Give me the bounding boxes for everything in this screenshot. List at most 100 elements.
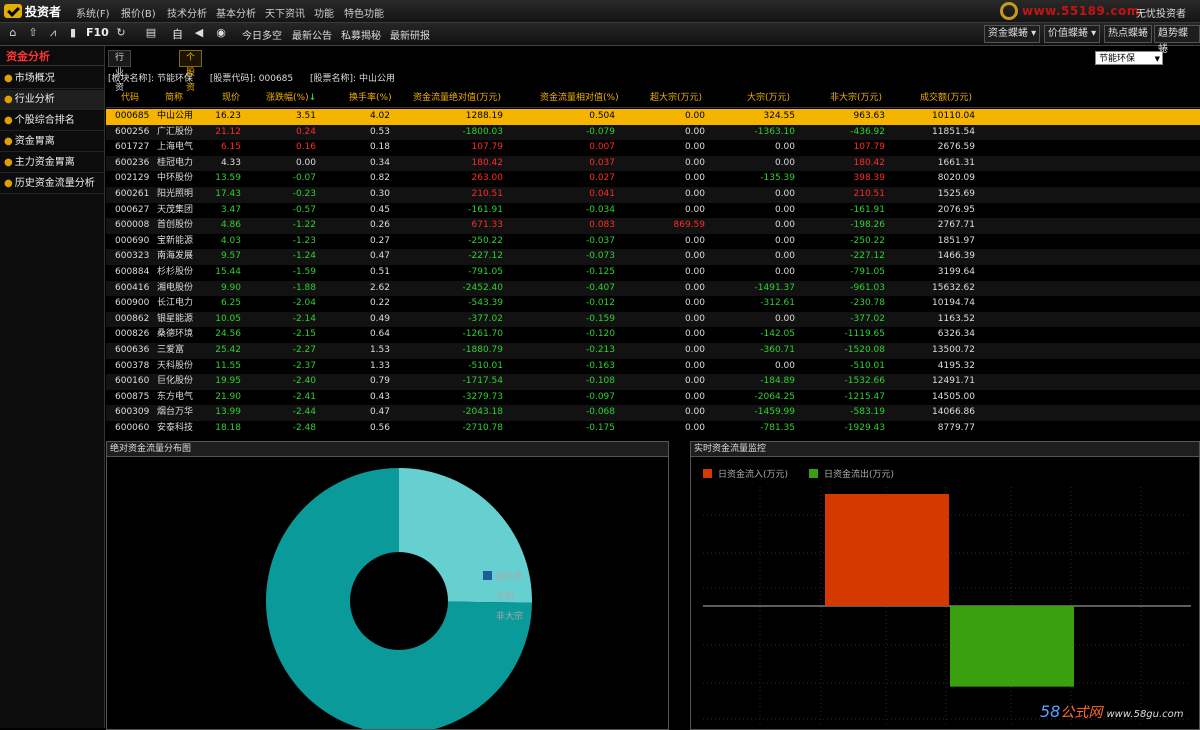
table-row[interactable]: 600256 广汇股份 21.12 0.24 0.53 -1800.03 -0.079 0.0… <box>106 124 1200 141</box>
cell-non-block: -791.05 <box>850 267 885 277</box>
table-row[interactable]: 600236 桂冠电力 4.33 0.00 0.34 180.42 0.037 0.00 0.0… <box>106 155 1200 172</box>
table-row[interactable]: 600636 三爱富 25.42 -2.27 1.53 -1880.79 -0.213 0.0… <box>106 343 1200 359</box>
up-arrow-icon[interactable]: ⇧ <box>28 26 38 39</box>
table-row[interactable]: 600261 阳光照明 17.43 -0.23 0.30 210.51 0.041 0.00 0… <box>106 187 1200 203</box>
sound-icon[interactable]: ◀ <box>194 26 204 39</box>
cell-name: 桂冠电力 <box>157 157 194 168</box>
cell-price: 10.05 <box>215 313 241 324</box>
home-icon[interactable]: ⌂ <box>9 26 17 39</box>
header-code[interactable]: 代码 <box>121 93 140 103</box>
self-select-button[interactable]: 自 <box>172 28 183 41</box>
tab-industry-capital-flow[interactable]: 行业资金流量 <box>108 50 132 138</box>
table-row[interactable]: 600060 安泰科技 18.18 -2.48 0.56 -2710.78 -0.175 0.… <box>106 421 1200 435</box>
trend-icon[interactable]: ⩘ <box>49 26 57 39</box>
header-change-pct[interactable]: 涨跌幅(%)↓ <box>266 91 316 106</box>
table-row[interactable]: 000685 中山公用 16.23 3.51 4.02 1288.19 0.504 0.00 3… <box>106 109 1200 125</box>
tab-stock-capital-flow-detail[interactable]: 个股资金流量明细 <box>179 50 203 168</box>
table-row[interactable]: 000862 银星能源 10.05 -2.14 0.49 -377.02 -0.159 0.0… <box>106 311 1200 328</box>
link-today-bull-bear[interactable]: 今日多空 <box>242 31 282 42</box>
cell-flow-abs: 210.51 <box>471 189 504 199</box>
cell-flow-abs: -250.22 <box>468 235 503 246</box>
cell-price: 6.25 <box>220 298 241 309</box>
header-flow-abs[interactable]: 资金流量绝对值(万元) <box>413 93 502 103</box>
menu-news[interactable]: 天下资讯 <box>265 9 305 20</box>
cell-code: 600323 <box>115 251 150 262</box>
cell-flow-abs: -1717.54 <box>462 376 503 387</box>
legend-label-2: 非大宗 <box>496 610 523 622</box>
bar-panel-title: 实时资金流量监控 <box>691 442 1199 457</box>
cell-volume: 14066.86 <box>932 407 975 418</box>
list-icon[interactable]: ▤ <box>145 26 157 39</box>
link-private-equity[interactable]: 私募揭秘 <box>341 31 381 42</box>
sector-label: [板块名称]: <box>108 74 155 84</box>
table-row[interactable]: 600378 天科股份 11.55 -2.37 1.33 -510.01 -0.163 0.0… <box>106 358 1200 375</box>
table-row[interactable]: 600900 长江电力 6.25 -2.04 0.22 -543.39 -0.012 0.00… <box>106 296 1200 312</box>
app-name: 投资者 <box>25 4 62 19</box>
sidebar-item-history-capital-flow[interactable]: ● 历史资金流量分析 <box>0 174 104 194</box>
table-row[interactable]: 600309 烟台万华 13.99 -2.44 0.47 -2043.18 -0.068 0.… <box>106 405 1200 421</box>
link-latest-announcements[interactable]: 最新公告 <box>292 31 332 42</box>
cell-change: -0.57 <box>292 204 316 215</box>
cell-block: -1459.99 <box>754 407 795 418</box>
sidebar-item-capital-divergence[interactable]: ● 资金胃离 <box>0 132 104 152</box>
bar-icon[interactable]: ▮ <box>69 26 77 39</box>
cell-change: -2.14 <box>292 313 316 324</box>
cell-block: -360.71 <box>760 345 795 355</box>
table-row[interactable]: 000627 天茂集团 3.47 -0.57 0.45 -161.91 -0.034 0.00… <box>106 202 1200 219</box>
hotspot-spiral-button[interactable]: 热点蝶蜷 <box>1104 25 1152 43</box>
cell-price: 9.90 <box>220 282 241 293</box>
header-flow-rel[interactable]: 资金流量相对值(%) <box>540 93 619 103</box>
menu-functions[interactable]: 功能 <box>314 9 334 20</box>
table-row[interactable]: 601727 上海电气 6.15 0.16 0.18 107.79 0.007 0.00 0.0… <box>106 140 1200 156</box>
header-volume[interactable]: 成交额(万元) <box>920 93 973 103</box>
link-latest-research[interactable]: 最新研报 <box>390 31 430 42</box>
cell-price: 19.95 <box>215 376 241 387</box>
header-name[interactable]: 简称 <box>165 93 184 103</box>
f10-button[interactable]: F10 <box>86 26 109 39</box>
refresh-icon[interactable]: ↻ <box>116 26 126 39</box>
menu-special-functions[interactable]: 特色功能 <box>344 9 384 20</box>
cell-flow-abs: -543.39 <box>468 298 503 309</box>
header-super-block[interactable]: 超大宗(万元) <box>650 93 703 103</box>
menu-fundamental-analysis[interactable]: 基本分析 <box>216 9 256 20</box>
trend-spiral-button[interactable]: 趋势蝶蜷 <box>1154 25 1200 55</box>
cell-non-block: -198.26 <box>850 220 885 231</box>
table-row[interactable]: 600323 南海发展 9.57 -1.24 0.47 -227.12 -0.073 0.00… <box>106 249 1200 265</box>
header-block[interactable]: 大宗(万元) <box>747 93 791 103</box>
cell-flow-rel: -0.037 <box>585 235 615 246</box>
header-turnover[interactable]: 换手率(%) <box>349 93 392 103</box>
cell-volume: 15632.62 <box>932 282 975 293</box>
sidebar-item-market-overview[interactable]: ● 市场概况 <box>0 69 104 89</box>
cell-change: 0.16 <box>295 142 316 153</box>
sidebar-item-stock-ranking[interactable]: ● 个股综合排名 <box>0 111 104 131</box>
site-url: www.55189.com <box>1022 4 1140 18</box>
header-non-block[interactable]: 非大宗(万元) <box>830 93 883 103</box>
cell-volume: 2076.95 <box>937 204 975 215</box>
table-row[interactable]: 000690 宝新能源 4.03 -1.23 0.27 -250.22 -0.037 0.00… <box>106 233 1200 250</box>
table-row[interactable]: 600884 杉杉股份 15.44 -1.59 0.51 -791.05 -0.125 0.0… <box>106 265 1200 281</box>
cell-code: 000826 <box>115 329 150 340</box>
cell-price: 4.03 <box>220 235 241 246</box>
table-row[interactable]: 600416 湘电股份 9.90 -1.88 2.62 -2452.40 -0.407 0.0… <box>106 280 1200 297</box>
menu-quote[interactable]: 报价(B) <box>121 9 156 20</box>
record-icon[interactable]: ◉ <box>216 26 226 39</box>
cell-volume: 13500.72 <box>932 345 975 355</box>
menu-technical-analysis[interactable]: 技术分析 <box>167 9 207 20</box>
table-row[interactable]: 600875 东方电气 21.90 -2.41 0.43 -3279.73 -0.097 0.… <box>106 389 1200 406</box>
cell-super-block: 0.00 <box>684 282 705 293</box>
capital-spiral-button[interactable]: 资金蝶蜷 ▾ <box>984 25 1041 43</box>
menu-system[interactable]: 系统(F) <box>76 9 110 20</box>
header-price[interactable]: 现价 <box>222 93 241 103</box>
table-row[interactable]: 002129 中环股份 13.59 -0.07 0.82 263.00 0.027 0.00 -… <box>106 171 1200 187</box>
table-row[interactable]: 000826 桑德环境 24.56 -2.15 0.64 -1261.70 -0.120 0.… <box>106 327 1200 343</box>
cell-non-block: 180.42 <box>853 157 886 168</box>
cell-code: 600636 <box>115 345 150 355</box>
table-row[interactable]: 600008 首创股份 4.86 -1.22 0.26 671.33 0.083 869.59… <box>106 218 1200 234</box>
pie-slice-2 <box>266 468 532 729</box>
sidebar-item-industry-analysis[interactable]: ● 行业分析 <box>0 90 104 110</box>
sector-select[interactable]: 节能环保 ▼ <box>1095 51 1163 65</box>
cell-code: 600900 <box>115 298 150 309</box>
value-spiral-button[interactable]: 价值蝶蜷 ▾ <box>1044 25 1101 43</box>
table-row[interactable]: 600160 巨化股份 19.95 -2.40 0.79 -1717.54 -0.108 0.… <box>106 374 1200 390</box>
sidebar-item-main-capital-divergence[interactable]: ● 主力资金胃离 <box>0 153 104 173</box>
